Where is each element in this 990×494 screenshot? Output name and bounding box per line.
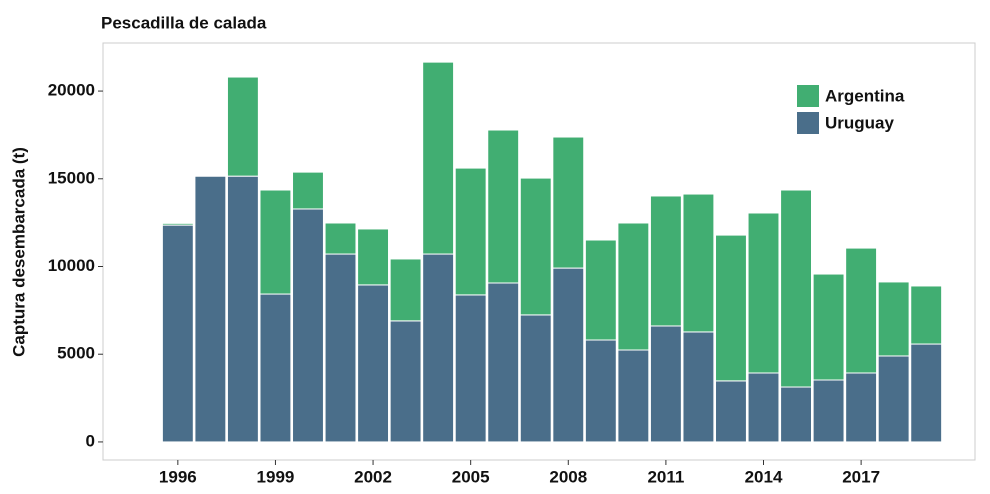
bar: [454, 167, 487, 296]
bar: [422, 61, 455, 255]
legend-label: Uruguay: [825, 113, 895, 132]
bar: [617, 222, 650, 351]
bar: [519, 177, 552, 316]
bar: [422, 253, 455, 443]
bar: [552, 136, 585, 269]
x-tick-label: 2011: [647, 467, 684, 486]
bar: [487, 282, 520, 443]
legend-label: Argentina: [825, 86, 905, 105]
bar: [812, 273, 845, 381]
bar: [389, 258, 422, 322]
bar: [812, 379, 845, 443]
bar: [780, 189, 812, 388]
y-tick-label: 20000: [48, 81, 95, 100]
bar: [584, 339, 617, 443]
y-tick-label: 0: [86, 431, 95, 450]
y-tick-label: 10000: [48, 256, 95, 275]
bar: [747, 212, 780, 374]
bar: [747, 372, 780, 443]
bar: [487, 129, 520, 284]
plot-frame: [102, 42, 976, 461]
legend-swatch: [797, 85, 819, 107]
bar: [161, 222, 194, 226]
bar: [292, 208, 324, 443]
bar: [454, 294, 487, 443]
bar: [877, 281, 910, 357]
y-tick-label: 5000: [57, 344, 95, 363]
bar: [194, 175, 227, 443]
x-tick-label: 1999: [257, 467, 295, 486]
bar: [324, 222, 357, 255]
bar: [910, 343, 943, 443]
x-tick-label: 2017: [842, 467, 880, 486]
bar: [715, 234, 747, 382]
bar: [877, 355, 910, 443]
bar: [910, 285, 943, 345]
x-tick-label: 2014: [745, 467, 783, 486]
bar: [389, 320, 422, 443]
bar: [357, 284, 390, 443]
bar: [649, 195, 682, 327]
x-tick-label: 2008: [549, 467, 587, 486]
bar: [226, 175, 259, 443]
bar: [845, 372, 878, 443]
bar: [519, 314, 552, 443]
bar: [259, 293, 292, 443]
bar: [845, 247, 878, 374]
chart-title: Pescadilla de calada: [101, 13, 267, 32]
bar: [324, 253, 357, 443]
bar: [617, 349, 650, 443]
bar: [357, 228, 390, 286]
bar: [194, 174, 227, 177]
y-axis-label: Captura desembarcada (t): [9, 147, 28, 357]
bar: [259, 189, 292, 295]
bar: [552, 267, 585, 443]
bar: [649, 325, 682, 443]
y-tick-label: 15000: [48, 168, 95, 187]
bar: [682, 193, 715, 333]
x-tick-label: 2002: [354, 467, 392, 486]
bar: [584, 239, 617, 341]
bar: [682, 331, 715, 443]
bar: [780, 386, 812, 443]
bar: [161, 224, 194, 443]
x-tick-label: 1996: [159, 467, 197, 486]
bar: [226, 76, 259, 177]
bar: [715, 380, 747, 443]
bar: [292, 171, 324, 210]
x-tick-label: 2005: [452, 467, 490, 486]
legend-swatch: [797, 112, 819, 134]
